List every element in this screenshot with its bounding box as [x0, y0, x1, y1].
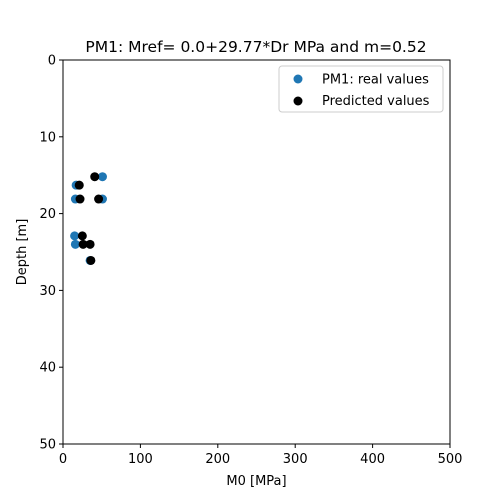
- real-value-point: [70, 231, 80, 241]
- predicted-value-point: [75, 194, 85, 204]
- x-tick-label: 400: [360, 452, 385, 467]
- predicted-value-point: [94, 194, 104, 204]
- y-axis-label: Depth [m]: [15, 219, 30, 286]
- legend-label-real: PM1: real values: [322, 73, 429, 88]
- x-tick-label: 100: [128, 452, 153, 467]
- y-tick-label: 30: [39, 284, 56, 299]
- data-points: [70, 172, 107, 265]
- predicted-value-point: [77, 231, 87, 241]
- y-tick-label: 40: [39, 361, 56, 376]
- x-tick-label: 300: [283, 452, 308, 467]
- legend-box: [278, 65, 444, 113]
- predicted-value-point: [85, 239, 95, 249]
- legend-marker-predicted: [293, 96, 303, 106]
- y-tick-label: 10: [39, 130, 56, 145]
- x-axis-label: M0 [MPa]: [226, 474, 286, 489]
- y-axis-ticks: 0 10 20 30 40 50: [39, 54, 63, 453]
- legend-label-predicted: Predicted values: [322, 94, 430, 109]
- real-value-point: [70, 239, 80, 249]
- predicted-value-point: [90, 172, 100, 182]
- legend-marker-real: [293, 74, 303, 84]
- predicted-value-point: [74, 180, 84, 190]
- predicted-value-point: [78, 239, 88, 249]
- legend: PM1: real values Predicted values: [278, 65, 444, 113]
- x-tick-label: 200: [205, 452, 230, 467]
- y-tick-label: 20: [39, 207, 56, 222]
- chart-title: PM1: Mref= 0.0+29.77*Dr MPa and m=0.52: [85, 38, 426, 56]
- plot-area: [62, 59, 451, 445]
- x-tick-label: 0: [59, 452, 67, 467]
- x-axis-ticks: 0 100 200 300 400 500: [59, 444, 463, 467]
- predicted-value-point: [86, 255, 96, 265]
- y-tick-label: 0: [48, 54, 56, 69]
- x-tick-label: 500: [438, 452, 463, 467]
- y-tick-label: 50: [39, 438, 56, 453]
- real-value-point: [97, 172, 107, 182]
